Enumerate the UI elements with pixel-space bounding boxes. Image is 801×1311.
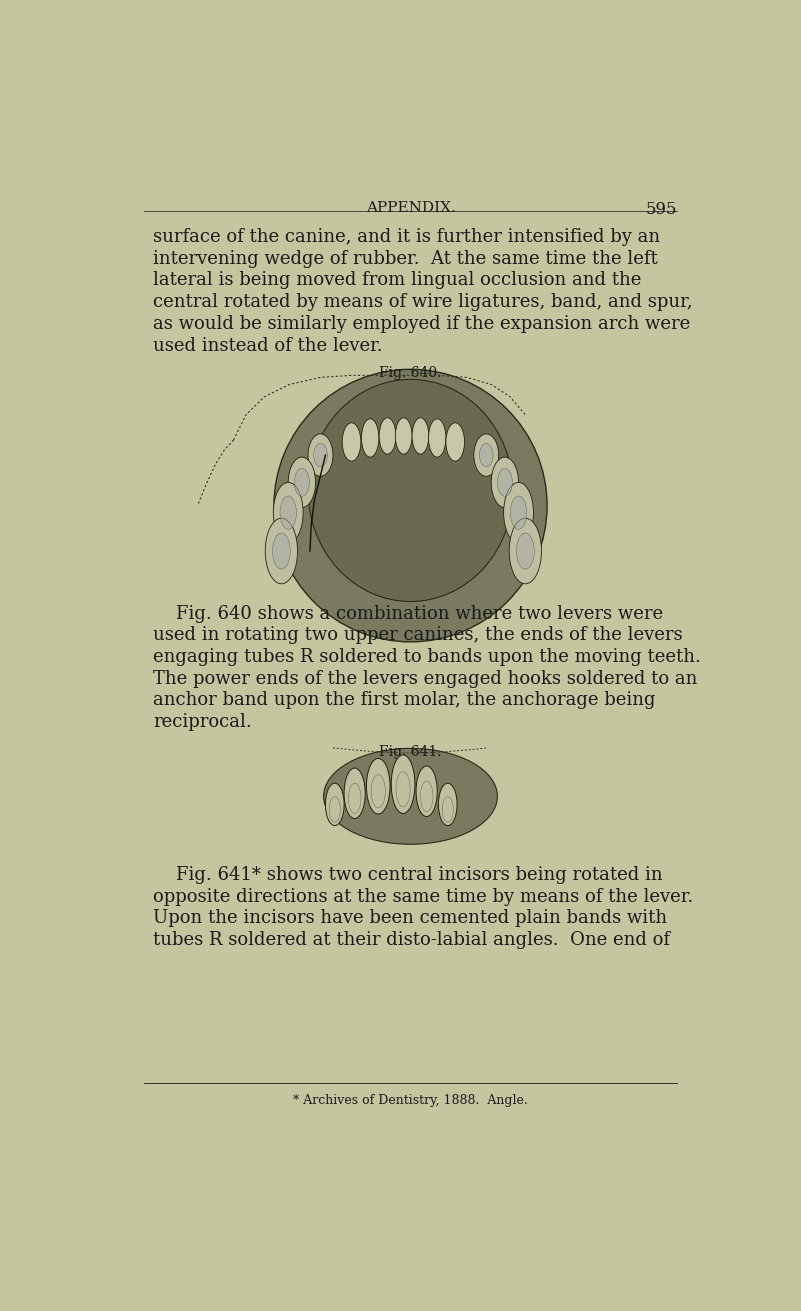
Text: 595: 595 bbox=[646, 201, 678, 218]
Text: Fig. 641.: Fig. 641. bbox=[379, 745, 442, 759]
Text: Fig. 640.: Fig. 640. bbox=[380, 366, 441, 380]
Ellipse shape bbox=[288, 458, 316, 507]
Ellipse shape bbox=[344, 768, 365, 818]
Text: intervening wedge of rubber.  At the same time the left: intervening wedge of rubber. At the same… bbox=[153, 249, 658, 267]
Text: * Archives of Dentistry, 1888.  Angle.: * Archives of Dentistry, 1888. Angle. bbox=[293, 1095, 528, 1106]
Ellipse shape bbox=[342, 384, 479, 566]
Text: Fig. 640 shows a combination where two levers were: Fig. 640 shows a combination where two l… bbox=[153, 604, 663, 623]
Ellipse shape bbox=[314, 443, 328, 467]
Ellipse shape bbox=[280, 496, 296, 530]
Ellipse shape bbox=[396, 418, 412, 454]
Ellipse shape bbox=[491, 458, 518, 507]
Ellipse shape bbox=[497, 468, 513, 497]
Ellipse shape bbox=[379, 418, 396, 454]
Text: central rotated by means of wire ligatures, band, and spur,: central rotated by means of wire ligatur… bbox=[153, 294, 692, 311]
Text: used in rotating two upper canines, the ends of the levers: used in rotating two upper canines, the … bbox=[153, 627, 682, 644]
Ellipse shape bbox=[325, 783, 344, 826]
Ellipse shape bbox=[273, 482, 303, 543]
Ellipse shape bbox=[366, 759, 390, 814]
Text: Upon the incisors have been cemented plain bands with: Upon the incisors have been cemented pla… bbox=[153, 910, 667, 927]
Ellipse shape bbox=[480, 443, 493, 467]
Text: Fig. 641* shows two central incisors being rotated in: Fig. 641* shows two central incisors bei… bbox=[153, 867, 662, 884]
Text: tubes R soldered at their disto-labial angles.  One end of: tubes R soldered at their disto-labial a… bbox=[153, 931, 670, 949]
Ellipse shape bbox=[274, 370, 547, 642]
Text: The power ends of the levers engaged hooks soldered to an: The power ends of the levers engaged hoo… bbox=[153, 670, 697, 688]
Ellipse shape bbox=[308, 434, 333, 476]
Ellipse shape bbox=[429, 418, 446, 458]
Ellipse shape bbox=[324, 749, 497, 844]
Ellipse shape bbox=[294, 468, 309, 497]
Ellipse shape bbox=[361, 418, 379, 458]
Ellipse shape bbox=[474, 434, 499, 476]
Ellipse shape bbox=[504, 482, 533, 543]
Text: used instead of the lever.: used instead of the lever. bbox=[153, 337, 383, 354]
Ellipse shape bbox=[438, 783, 457, 826]
Ellipse shape bbox=[416, 766, 437, 817]
Ellipse shape bbox=[272, 534, 290, 569]
Text: engaging tubes R soldered to bands upon the moving teeth.: engaging tubes R soldered to bands upon … bbox=[153, 648, 701, 666]
Text: surface of the canine, and it is further intensified by an: surface of the canine, and it is further… bbox=[153, 228, 660, 246]
Ellipse shape bbox=[391, 755, 415, 813]
Text: anchor band upon the first molar, the anchorage being: anchor band upon the first molar, the an… bbox=[153, 691, 655, 709]
Ellipse shape bbox=[342, 423, 360, 461]
Text: APPENDIX.: APPENDIX. bbox=[365, 201, 456, 215]
Ellipse shape bbox=[446, 423, 465, 461]
Ellipse shape bbox=[265, 518, 297, 583]
Text: reciprocal.: reciprocal. bbox=[153, 713, 252, 732]
Ellipse shape bbox=[509, 518, 541, 583]
Ellipse shape bbox=[510, 496, 527, 530]
Ellipse shape bbox=[517, 534, 534, 569]
Ellipse shape bbox=[412, 418, 429, 454]
Text: opposite directions at the same time by means of the lever.: opposite directions at the same time by … bbox=[153, 888, 693, 906]
Text: lateral is being moved from lingual occlusion and the: lateral is being moved from lingual occl… bbox=[153, 271, 642, 290]
Ellipse shape bbox=[308, 379, 513, 602]
Text: as would be similarly employed if the expansion arch were: as would be similarly employed if the ex… bbox=[153, 315, 690, 333]
